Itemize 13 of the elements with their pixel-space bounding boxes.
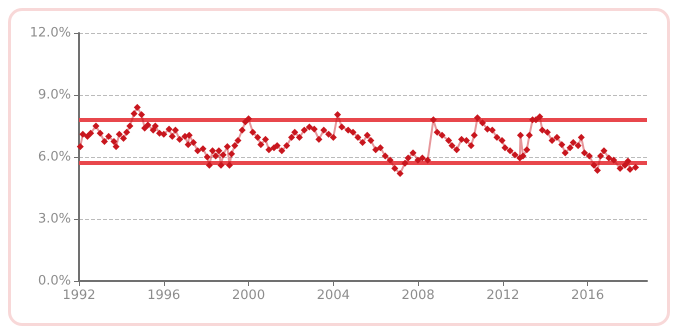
y-tick-label: 0.0%	[38, 274, 71, 288]
x-tick-label: 2012	[486, 288, 520, 303]
y-tick-label: 3.0%	[38, 212, 71, 226]
x-tick-label: 2008	[402, 288, 435, 303]
x-tick-label: 1996	[147, 288, 180, 303]
rounded-frame: 0.0% 3.0% 6.0% 9.0% 12.0% 1992 1996 2000 2004 2008 2012 2016	[8, 8, 670, 326]
x-tick-label: 1992	[62, 288, 96, 303]
x-tick-label: 2000	[232, 288, 266, 303]
x-tick-label: 2004	[316, 288, 350, 303]
x-tick-label: 2016	[571, 288, 604, 303]
y-tick-label: 6.0%	[38, 150, 71, 164]
y-tick-label: 12.0%	[30, 26, 71, 40]
y-tick-label: 9.0%	[38, 88, 71, 102]
